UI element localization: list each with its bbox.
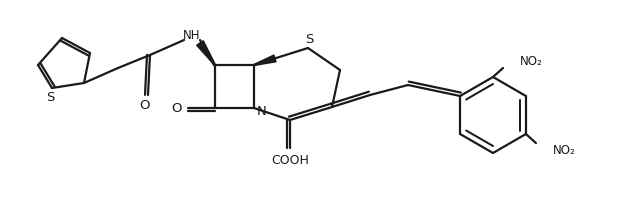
Text: NO₂: NO₂ <box>520 55 543 67</box>
Text: NO₂: NO₂ <box>553 144 575 156</box>
Polygon shape <box>254 55 276 65</box>
Text: O: O <box>172 101 182 114</box>
Text: S: S <box>46 91 54 104</box>
Text: O: O <box>139 98 149 111</box>
Text: COOH: COOH <box>271 155 309 168</box>
Polygon shape <box>196 41 216 65</box>
Text: NH: NH <box>183 28 201 42</box>
Text: N: N <box>257 104 267 117</box>
Text: S: S <box>305 33 313 46</box>
